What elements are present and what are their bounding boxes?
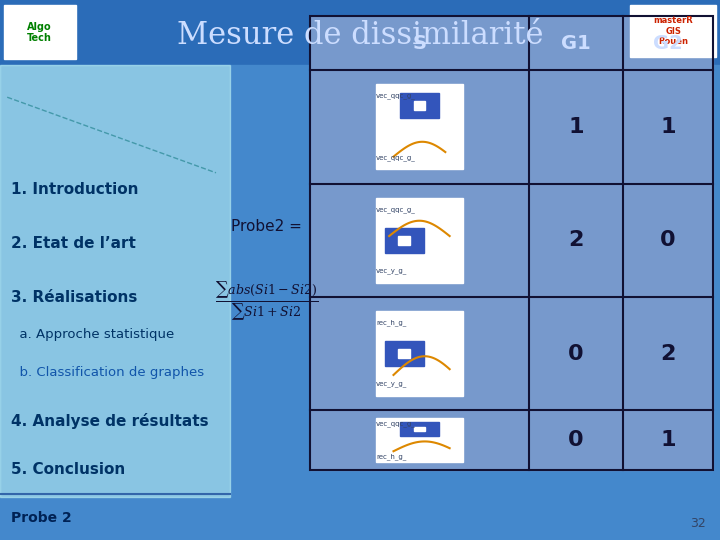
Text: 1: 1 (660, 430, 675, 450)
Text: G2: G2 (653, 33, 683, 53)
Bar (376, 84, 462, 170)
Text: vec_qqc_g_: vec_qqc_g_ (376, 207, 416, 213)
Text: b. Classification de graphes: b. Classification de graphes (11, 366, 204, 379)
Text: 2. Etat de l’art: 2. Etat de l’art (11, 235, 135, 251)
Text: Probe 2: Probe 2 (11, 511, 71, 525)
Text: G1: G1 (561, 33, 591, 53)
Text: vec_qqc_g_: vec_qqc_g_ (376, 154, 416, 160)
Text: $\frac{\sum abs(Si1 - Si2)}{\sum Si1 + Si2}$: $\frac{\sum abs(Si1 - Si2)}{\sum Si1 + S… (215, 281, 318, 324)
Bar (400, 93, 439, 118)
Bar (630, 5, 716, 57)
Text: 5. Conclusion: 5. Conclusion (11, 462, 125, 477)
Text: vec_qqc_g_: vec_qqc_g_ (376, 421, 416, 427)
Bar (384, 341, 423, 367)
Text: Algo
Tech: Algo Tech (27, 22, 52, 43)
Bar (384, 227, 423, 253)
Bar (413, 427, 426, 431)
Text: vec_y_g_: vec_y_g_ (376, 381, 408, 387)
Text: 0: 0 (568, 343, 584, 364)
Bar (310, 16, 713, 470)
Text: vec_qqc_g_: vec_qqc_g_ (376, 93, 416, 99)
Text: Probe2 =: Probe2 = (231, 219, 302, 234)
Text: S: S (413, 33, 426, 53)
Bar (376, 418, 462, 462)
Bar (376, 311, 462, 396)
Bar (398, 349, 410, 358)
Text: 1: 1 (660, 117, 675, 137)
Text: a. Approche statistique: a. Approche statistique (11, 328, 174, 341)
Text: 0: 0 (660, 230, 675, 251)
Bar (0, 65, 230, 497)
Bar (0, 65, 720, 540)
Bar (413, 101, 426, 110)
Bar (0, 0, 720, 65)
Text: 0: 0 (568, 430, 584, 450)
Text: rec_h_g_: rec_h_g_ (376, 453, 407, 460)
Text: vec_y_g_: vec_y_g_ (376, 268, 408, 274)
Text: 2: 2 (568, 230, 584, 251)
Bar (310, 16, 713, 470)
Text: rec_h_g_: rec_h_g_ (376, 320, 407, 327)
Text: 2: 2 (660, 343, 675, 364)
Text: Mesure de dissimilarité: Mesure de dissimilarité (176, 19, 544, 51)
Bar (4, 5, 76, 59)
Text: 4. Analyse de résultats: 4. Analyse de résultats (11, 413, 208, 429)
Bar (400, 422, 439, 436)
Bar (376, 198, 462, 283)
Text: 1. Introduction: 1. Introduction (11, 181, 138, 197)
Bar (398, 236, 410, 245)
Text: 1: 1 (568, 117, 584, 137)
Text: 32: 32 (690, 517, 706, 530)
Text: masterR
GIS
Rouen: masterR GIS Rouen (653, 16, 693, 46)
Text: 3. Réalisations: 3. Réalisations (11, 289, 138, 305)
